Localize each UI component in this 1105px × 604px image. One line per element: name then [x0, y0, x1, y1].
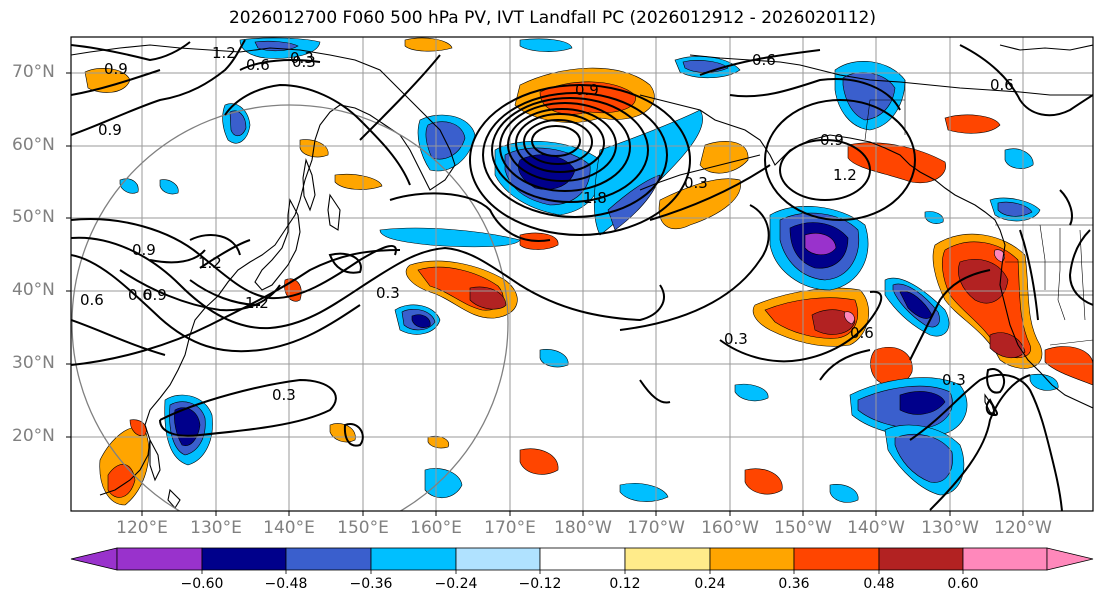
colorbar-tick-label: 0.60: [947, 576, 979, 592]
lon-label: 160°W: [701, 518, 759, 538]
positive-anomaly-shading: [84, 37, 1093, 506]
contour-label: 0.9: [820, 131, 844, 149]
lon-label: 150°W: [774, 518, 832, 538]
contour-labels: 1.2 0.9 0.6 0.3 0.9 0.6 0.9 1.8 0.3 0.6 …: [80, 44, 1014, 404]
colorbar-tick-label: 0.48: [863, 576, 895, 592]
lon-label: 130°E: [190, 518, 242, 538]
lat-label: 50°N: [12, 207, 55, 227]
lat-label: 40°N: [12, 280, 55, 300]
contour-label: 0.9: [104, 60, 128, 78]
contour-label: 0.6: [752, 51, 776, 69]
map-title: 2026012700 F060 500 hPa PV, IVT Landfall…: [228, 8, 876, 28]
contour-label: 0.6: [990, 76, 1014, 94]
colorbar-tick-label: 0.36: [778, 576, 810, 592]
lon-label: 120°W: [994, 518, 1052, 538]
contour-label: 1.8: [583, 189, 607, 207]
lon-label: 120°E: [116, 518, 168, 538]
lat-label: 30°N: [12, 353, 55, 373]
pv-contours: [71, 39, 1093, 511]
contour-label: 1.2: [833, 166, 857, 184]
lon-label: 140°E: [263, 518, 315, 538]
lat-label: 70°N: [12, 62, 55, 82]
coastlines: [71, 44, 1093, 509]
contour-label: 0.6: [80, 291, 104, 309]
contour-label: 0.6: [128, 286, 152, 304]
lon-label: 150°E: [337, 518, 389, 538]
analysis-radius-circle: [71, 104, 509, 511]
lat-label: 20°N: [12, 426, 55, 446]
map-plot-area: [71, 37, 1093, 511]
colorbar-min-extend: [70, 547, 118, 571]
lon-label: 160°E: [410, 518, 462, 538]
colorbar: [70, 547, 1094, 574]
contour-label: 0.3: [292, 53, 316, 71]
colorbar-tick-label: −0.24: [434, 576, 478, 592]
colorbar-tick-label: 0.12: [609, 576, 641, 592]
contour-label: 0.9: [143, 286, 167, 304]
map-frame: [70, 36, 1094, 512]
latitude-ticks: [66, 72, 71, 438]
contour-label: 1.2: [245, 294, 269, 312]
lon-label: 170°E: [484, 518, 536, 538]
contour-label: 0.3: [684, 174, 708, 192]
colorbar-tick-label: −0.12: [518, 576, 562, 592]
colorbar-tick-label: −0.48: [264, 576, 308, 592]
contour-label: 0.6: [246, 56, 270, 74]
lon-label: 140°W: [847, 518, 905, 538]
contour-label: 0.3: [724, 330, 748, 348]
lon-label: 170°W: [627, 518, 685, 538]
colorbar-tick-label: −0.60: [180, 576, 224, 592]
longitude-ticks: [141, 511, 1024, 516]
graticule: [71, 37, 1093, 511]
contour-label: 0.6: [850, 324, 874, 342]
lat-label: 60°N: [12, 135, 55, 155]
lon-label: 130°W: [921, 518, 979, 538]
negative-anomaly-shading: [119, 37, 1059, 503]
contour-label: 0.3: [290, 49, 314, 67]
contour-label: 0.3: [376, 284, 400, 302]
contour-label: 0.3: [272, 386, 296, 404]
contour-label: 1.2: [212, 44, 236, 62]
contour-label: 1.2: [198, 254, 222, 272]
contour-label: 0.9: [132, 241, 156, 259]
colorbar-max-extend: [1046, 547, 1094, 571]
colorbar-tick-label: 0.24: [694, 576, 726, 592]
contour-label: 0.3: [942, 371, 966, 389]
contour-label: 0.9: [98, 121, 122, 139]
contour-label: 0.9: [575, 81, 599, 99]
lon-label: 180°W: [554, 518, 612, 538]
colorbar-tick-label: −0.36: [349, 576, 393, 592]
